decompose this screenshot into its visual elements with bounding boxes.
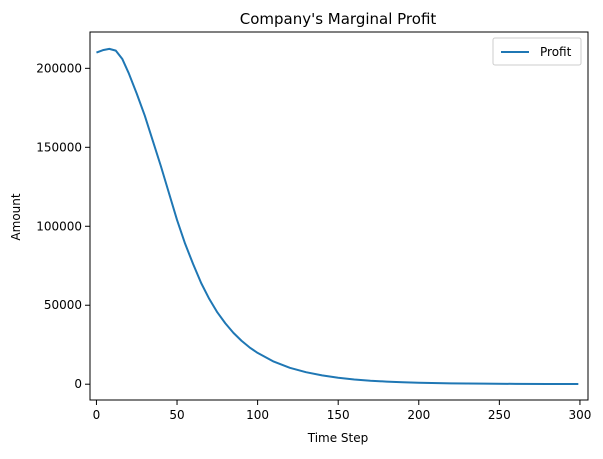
legend-box (492, 37, 582, 66)
y-tick-label: 100000 (36, 219, 82, 233)
x-tick-label: 150 (327, 408, 350, 422)
legend: Profit (492, 37, 582, 66)
axes-frame (89, 31, 589, 401)
series-line-profit (96, 47, 579, 386)
x-tick-label: 300 (568, 408, 591, 422)
y-axis: 0 50000 100000 150000 200000 (36, 61, 90, 391)
plot-area (89, 31, 589, 401)
x-tick-label: 250 (488, 408, 511, 422)
legend-label-profit: Profit (540, 45, 572, 59)
x-tick-label: 200 (407, 408, 430, 422)
y-tick-label: 0 (74, 377, 82, 391)
x-tick-label: 0 (93, 408, 101, 422)
chart-title: Company's Marginal Profit (240, 10, 437, 28)
x-tick-label: 50 (169, 408, 184, 422)
y-tick-label: 50000 (44, 298, 82, 312)
y-tick-label: 200000 (36, 61, 82, 75)
x-axis-label: Time Step (307, 431, 369, 445)
x-axis: 0 50 100 150 200 250 300 (93, 400, 591, 422)
y-axis-label: Amount (9, 193, 23, 240)
y-tick-label: 150000 (36, 140, 82, 154)
x-tick-label: 100 (246, 408, 269, 422)
